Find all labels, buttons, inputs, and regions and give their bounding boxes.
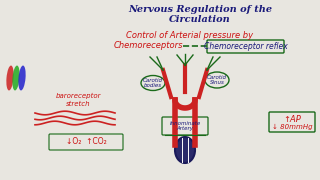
Ellipse shape: [141, 75, 165, 91]
Text: Carotid
bodies: Carotid bodies: [143, 78, 163, 88]
Ellipse shape: [12, 66, 20, 91]
Text: Nervous Regulation of the: Nervous Regulation of the: [128, 4, 272, 14]
Text: Chemoreceptors: Chemoreceptors: [113, 42, 183, 51]
Text: Circulation: Circulation: [169, 15, 231, 24]
Ellipse shape: [18, 66, 26, 91]
Text: Chemoreceptor reflex: Chemoreceptor reflex: [204, 42, 288, 51]
Text: ↓O₂  ↑CO₂: ↓O₂ ↑CO₂: [66, 138, 106, 147]
Text: stretch: stretch: [66, 101, 90, 107]
Text: Carotid
Sinus: Carotid Sinus: [207, 75, 227, 85]
Text: ↓ 80mmHg: ↓ 80mmHg: [272, 124, 312, 130]
Text: ↑AP: ↑AP: [283, 114, 301, 123]
Text: Innominate
Artery: Innominate Artery: [169, 121, 201, 131]
FancyBboxPatch shape: [162, 117, 208, 135]
Ellipse shape: [175, 137, 195, 163]
Ellipse shape: [205, 72, 229, 88]
Text: baroreceptor: baroreceptor: [55, 93, 101, 99]
Ellipse shape: [6, 66, 14, 91]
Text: Control of Arterial pressure by: Control of Arterial pressure by: [126, 30, 253, 39]
